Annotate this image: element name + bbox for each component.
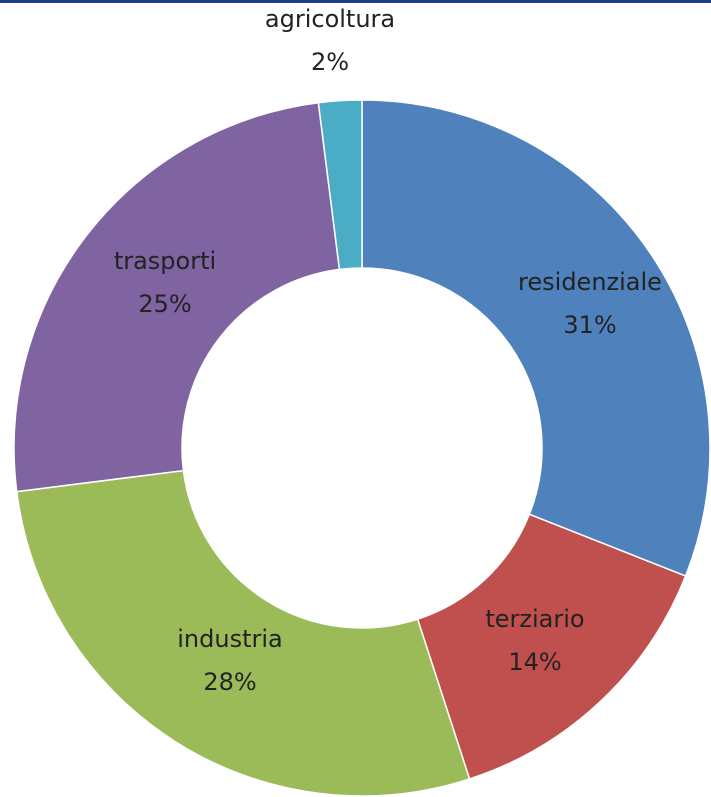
- slices: [13, 99, 711, 797]
- category-label: industria: [177, 625, 282, 653]
- category-label: agricoltura: [265, 5, 395, 33]
- donut-slice: [361, 99, 711, 578]
- category-label: residenziale: [518, 268, 662, 296]
- category-label: trasporti: [114, 247, 216, 275]
- value-label: 2%: [311, 48, 349, 76]
- value-label: 14%: [508, 648, 561, 676]
- donut-slice: [15, 469, 471, 797]
- value-label: 31%: [563, 311, 616, 339]
- value-label: 25%: [138, 290, 191, 318]
- labels: residenziale 31% terziario 14% industria 28% t…: [114, 5, 662, 696]
- category-label: terziario: [485, 605, 584, 633]
- donut-slice: [416, 513, 687, 780]
- donut-slice: [13, 101, 341, 493]
- donut-slice: [317, 99, 363, 271]
- value-label: 28%: [203, 668, 256, 696]
- top-border: [0, 0, 711, 3]
